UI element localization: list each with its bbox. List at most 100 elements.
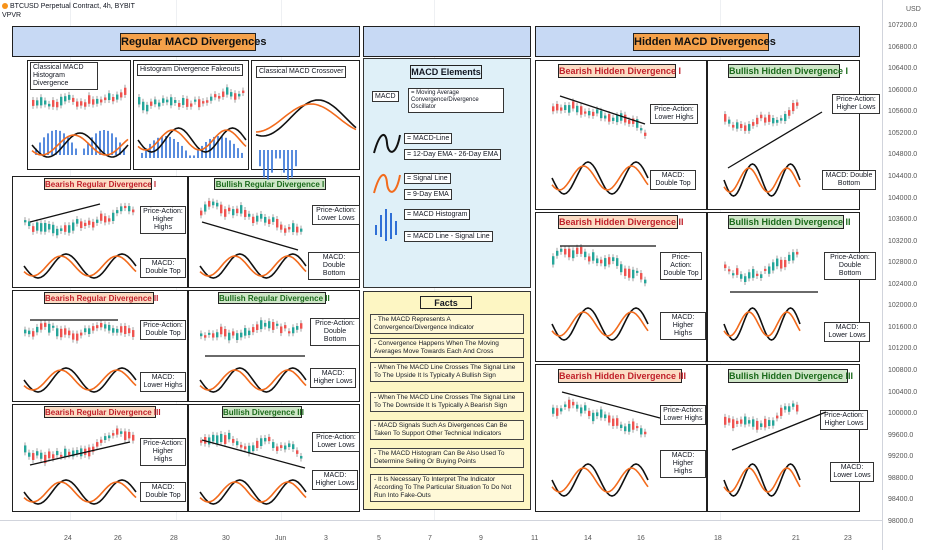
elements-title: MACD Elements bbox=[410, 65, 482, 79]
candle bbox=[608, 114, 611, 122]
hid-pa-2: Price-Action: Higher Lows bbox=[832, 94, 880, 114]
reg-pa-4: Price-Action: Double Bottom bbox=[310, 318, 360, 346]
candle bbox=[584, 251, 587, 258]
candle bbox=[764, 268, 767, 271]
candle bbox=[48, 103, 51, 107]
price-axis[interactable] bbox=[882, 0, 932, 550]
price-tick: 100800.0 bbox=[888, 367, 918, 375]
price-tick: 100000.0 bbox=[888, 410, 918, 418]
signal-line-label: = Signal Line bbox=[404, 173, 451, 184]
candle bbox=[228, 332, 231, 341]
candle bbox=[300, 228, 303, 232]
candle bbox=[768, 420, 771, 426]
candle bbox=[572, 101, 575, 109]
candle bbox=[76, 450, 79, 455]
candle bbox=[796, 102, 799, 106]
candle bbox=[24, 220, 27, 223]
reg-pa-6: Price-Action: Lower Lows bbox=[312, 432, 360, 452]
candle bbox=[96, 98, 99, 104]
candle bbox=[796, 404, 799, 412]
candle bbox=[736, 420, 739, 424]
candle bbox=[32, 453, 35, 460]
candle bbox=[112, 212, 115, 222]
candle bbox=[24, 445, 27, 453]
time-tick: 23 bbox=[844, 535, 852, 542]
candle bbox=[236, 333, 239, 341]
candle bbox=[276, 446, 279, 451]
candle bbox=[244, 328, 247, 336]
candle bbox=[100, 439, 103, 443]
candle bbox=[784, 406, 787, 410]
candle bbox=[232, 438, 235, 443]
candle bbox=[240, 332, 243, 338]
reg-title-6: Bullish Divergence III bbox=[222, 406, 304, 418]
candle bbox=[576, 404, 579, 409]
candle bbox=[100, 213, 103, 221]
candle bbox=[236, 441, 239, 446]
candle bbox=[202, 101, 205, 104]
candle bbox=[748, 124, 751, 131]
price-tick: 103200.0 bbox=[888, 237, 918, 245]
candle bbox=[138, 97, 141, 105]
candle bbox=[728, 269, 731, 272]
time-tick: Jun bbox=[275, 535, 287, 542]
candle bbox=[222, 91, 225, 97]
trend-line bbox=[727, 111, 823, 169]
candle bbox=[624, 268, 627, 276]
candle bbox=[752, 269, 755, 278]
candle bbox=[264, 216, 267, 223]
fact-item: - When The MACD Line Crosses The Signal … bbox=[370, 392, 524, 412]
reg-pa-2: Price-Action: Lower Lows bbox=[312, 205, 360, 225]
candle bbox=[242, 90, 245, 94]
candle bbox=[580, 407, 583, 414]
price-tick: 101600.0 bbox=[888, 323, 918, 331]
time-tick: 3 bbox=[324, 535, 328, 542]
candle bbox=[112, 433, 115, 436]
indicator-label[interactable]: VPVR bbox=[2, 12, 22, 19]
time-axis[interactable] bbox=[0, 520, 882, 551]
price-tick: 104800.0 bbox=[888, 151, 918, 159]
signal-line bbox=[23, 369, 137, 391]
candle bbox=[214, 94, 217, 98]
candle bbox=[564, 248, 567, 255]
macd-line bbox=[551, 463, 649, 497]
hid-macd-6: MACD: Lower Lows bbox=[830, 462, 874, 482]
candle bbox=[580, 247, 583, 254]
hid-macd-1: MACD: Double Top bbox=[650, 170, 696, 190]
hid-pa-4: Price-Action: Double Bottom bbox=[824, 252, 876, 280]
candle bbox=[592, 252, 595, 261]
signal-line bbox=[551, 311, 649, 337]
candle bbox=[620, 113, 623, 121]
candle bbox=[616, 258, 619, 266]
candle bbox=[32, 226, 35, 232]
candle bbox=[84, 328, 87, 333]
candle bbox=[236, 208, 239, 214]
price-tick: 100400.0 bbox=[888, 388, 918, 396]
candle bbox=[636, 426, 639, 429]
candle bbox=[72, 333, 75, 340]
hid-pa-1: Price-Action: Lower Highs bbox=[650, 104, 698, 124]
candle bbox=[100, 99, 103, 103]
time-tick: 16 bbox=[637, 535, 645, 542]
candle bbox=[48, 224, 51, 230]
macd-line bbox=[23, 367, 137, 393]
price-tick: 104000.0 bbox=[888, 194, 918, 202]
candle bbox=[108, 218, 111, 222]
candle bbox=[556, 103, 559, 111]
candle bbox=[572, 250, 575, 259]
time-tick: 30 bbox=[222, 535, 230, 542]
candle bbox=[736, 268, 739, 275]
candle bbox=[300, 323, 303, 329]
candle bbox=[76, 333, 79, 341]
candle bbox=[112, 96, 115, 102]
candle bbox=[76, 101, 79, 107]
symbol-header[interactable]: BTCUSD Perpetual Contract, 4h, BYBIT VPV… bbox=[2, 2, 135, 20]
candle bbox=[636, 270, 639, 273]
candle bbox=[604, 414, 607, 419]
time-tick: 28 bbox=[170, 535, 178, 542]
candle bbox=[200, 333, 203, 337]
price-tick: 107200.0 bbox=[888, 22, 918, 29]
candle bbox=[792, 252, 795, 261]
candle bbox=[724, 264, 727, 269]
fact-item: - When The MACD Line Crosses The Signal … bbox=[370, 362, 524, 382]
